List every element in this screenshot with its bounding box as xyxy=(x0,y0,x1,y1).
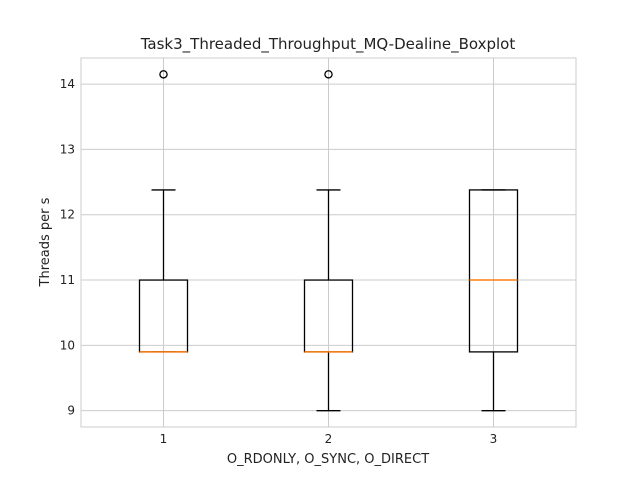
y-tick-label: 9 xyxy=(67,404,75,418)
x-tick-label: 1 xyxy=(160,432,168,446)
chart-title: Task3_Threaded_Throughput_MQ-Dealine_Box… xyxy=(140,35,516,54)
x-tick-labels: 1 2 3 xyxy=(160,432,498,446)
y-tick-label: 13 xyxy=(60,142,75,156)
boxes xyxy=(138,70,519,412)
box-2 xyxy=(303,70,354,412)
x-tick-label: 2 xyxy=(325,432,333,446)
y-tick-label: 12 xyxy=(60,208,75,222)
x-tick-label: 3 xyxy=(490,432,498,446)
y-tick-label: 11 xyxy=(60,273,75,287)
y-tick-labels: 9 10 11 12 13 14 xyxy=(60,77,75,418)
y-tick-label: 14 xyxy=(60,77,75,91)
plot-frame xyxy=(80,57,577,428)
outlier-point xyxy=(159,70,168,79)
y-axis-label: Threads per s xyxy=(38,197,53,287)
y-tick-label: 10 xyxy=(60,338,75,352)
x-axis-label: O_RDONLY, O_SYNC, O_DIRECT xyxy=(227,452,429,467)
iqr-box xyxy=(468,189,519,353)
outlier-point xyxy=(324,70,333,79)
box-1 xyxy=(138,70,189,353)
box-3 xyxy=(468,189,519,412)
